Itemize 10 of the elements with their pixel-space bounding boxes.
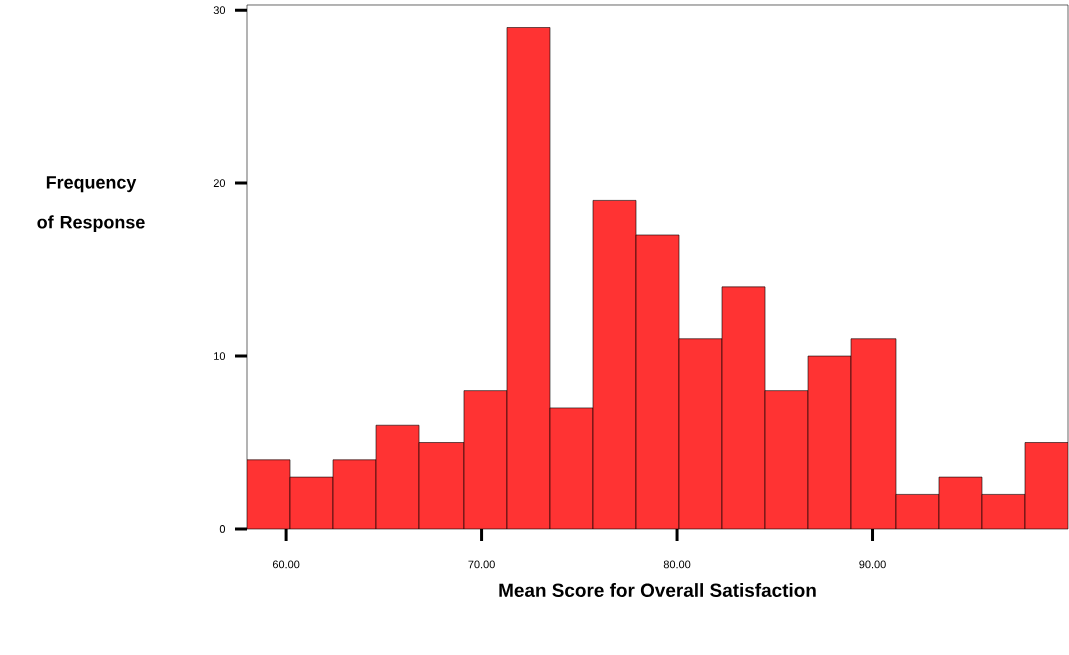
text: Frequency of Response (37, 176, 145, 233)
x-tick-label: 80.00 (663, 560, 691, 569)
y-tick-label: 10 (214, 352, 226, 360)
x-tick-label: 90.00 (859, 560, 886, 569)
x-tick-label: 60.00 (272, 560, 300, 569)
y-tick-label: 0 (219, 525, 226, 533)
y-tick-label: 30 (213, 6, 226, 15)
x-axis-title: Mean Score for Overall Satisfaction (499, 583, 816, 598)
x-tick-label: 70.00 (468, 560, 495, 569)
y-tick-label: 20 (213, 179, 226, 187)
